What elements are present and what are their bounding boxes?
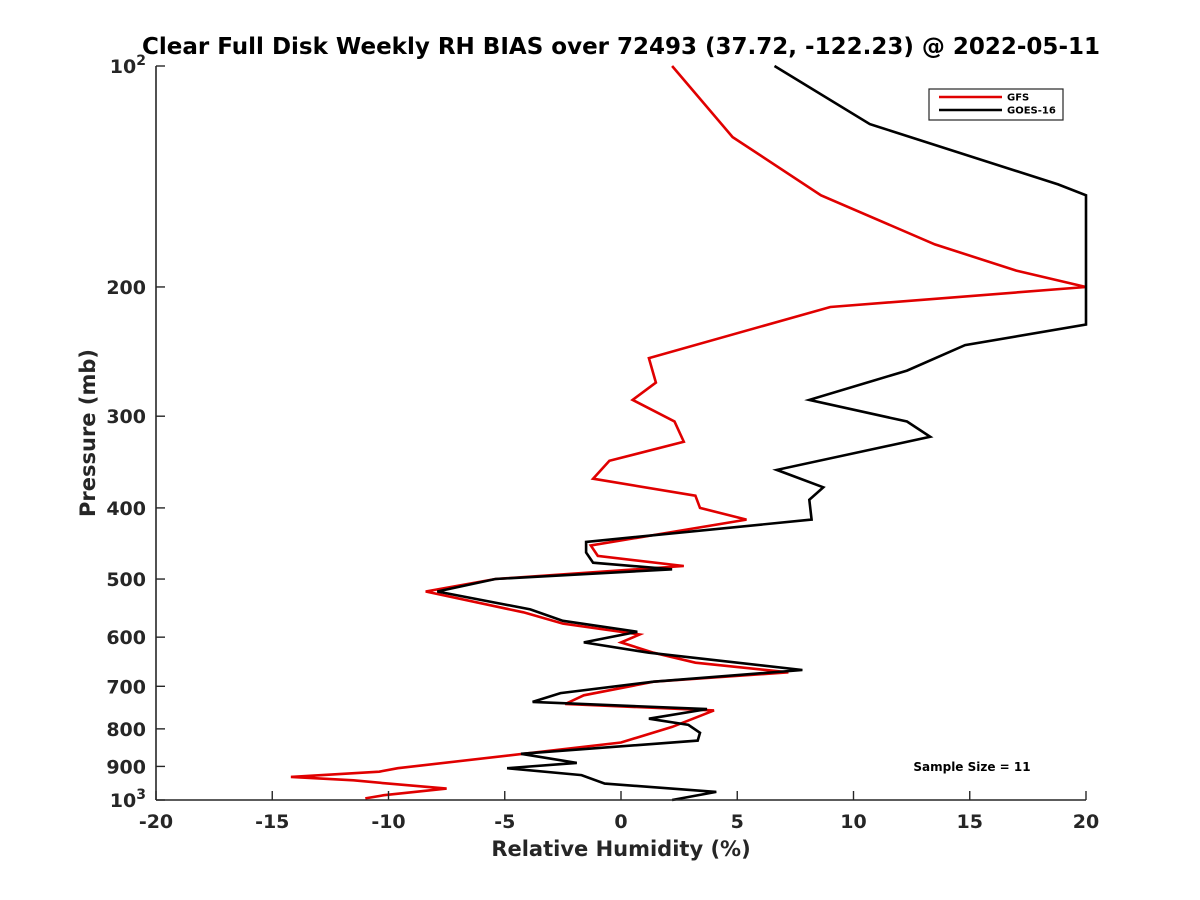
y-tick-label: 600 xyxy=(106,627,146,649)
x-tick-label: -5 xyxy=(494,811,515,833)
y-tick-label: 800 xyxy=(106,719,146,741)
y-tick-label: 900 xyxy=(106,756,146,778)
legend-label: GOES-16 xyxy=(1007,106,1056,117)
legend-box xyxy=(928,88,1064,121)
x-tick-label: 20 xyxy=(1073,811,1099,833)
y-axis-label: Pressure (mb) xyxy=(76,349,100,517)
series-line-gfs xyxy=(290,65,1087,800)
series-line-goes-16 xyxy=(437,64,1088,802)
y-tick-label: 700 xyxy=(106,676,146,698)
y-tick-label: 200 xyxy=(106,277,146,299)
y-tick-label: 500 xyxy=(106,569,146,591)
y-tick-label: 103 xyxy=(110,787,146,812)
x-tick-label: -20 xyxy=(139,811,173,833)
legend: GFS GOES-16 xyxy=(928,88,1064,121)
sample-size-annotation: Sample Size = 11 xyxy=(913,760,1030,774)
x-axis-label: Relative Humidity (%) xyxy=(491,837,750,861)
x-tick-label: 5 xyxy=(731,811,744,833)
chart-title: Clear Full Disk Weekly RH BIAS over 7249… xyxy=(142,34,1100,60)
x-tick-label: -10 xyxy=(371,811,405,833)
x-tick-label: -15 xyxy=(255,811,289,833)
x-tick-label: 10 xyxy=(840,811,866,833)
x-tick-label: 15 xyxy=(957,811,983,833)
plot-area xyxy=(156,66,1086,800)
y-tick-label: 102 xyxy=(110,53,146,78)
x-tick-label: 0 xyxy=(614,811,627,833)
legend-label: GFS xyxy=(1007,93,1029,104)
y-tick-label: 300 xyxy=(106,406,146,428)
y-tick-label: 400 xyxy=(106,498,146,520)
